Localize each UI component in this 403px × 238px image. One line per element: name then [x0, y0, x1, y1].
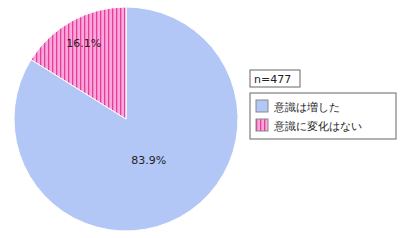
data-label: 16.1%: [66, 37, 101, 50]
legend-swatch: [256, 119, 268, 131]
pie-slices: [14, 7, 238, 231]
pie-slice: [31, 7, 126, 119]
legend-label: 意識は増した: [273, 101, 340, 114]
legend-swatch: [256, 100, 268, 112]
legend-box: [250, 93, 396, 139]
chart-svg: 83.9% 16.1% n=477 意識は増した意識に変化はない: [0, 0, 403, 238]
data-label: 83.9%: [131, 154, 166, 167]
annotation: n=477: [254, 73, 291, 86]
legend-label: 意識に変化はない: [273, 120, 362, 133]
chart-root: 83.9% 16.1% n=477 意識は増した意識に変化はない: [0, 0, 403, 238]
pie-slice: [14, 7, 238, 231]
annotation-box: [250, 70, 300, 87]
